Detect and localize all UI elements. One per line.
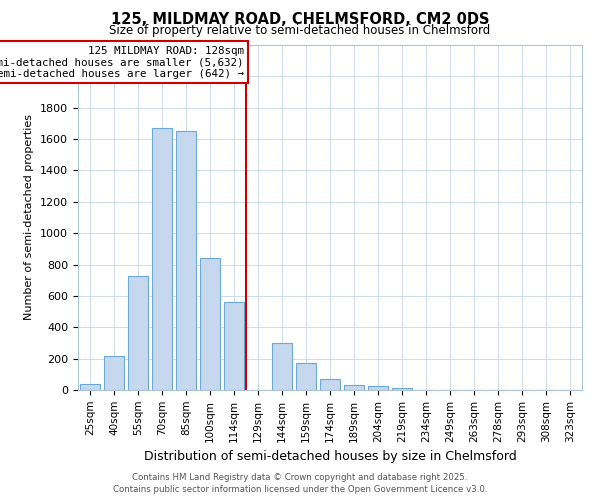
Bar — [272, 343, 292, 390]
Text: Contains HM Land Registry data © Crown copyright and database right 2025.
Contai: Contains HM Land Registry data © Crown c… — [113, 473, 487, 494]
Bar — [224, 302, 244, 390]
Bar — [344, 384, 364, 390]
Bar — [296, 362, 316, 390]
Text: 125 MILDMAY ROAD: 128sqm
← 89% of semi-detached houses are smaller (5,632)
10% o: 125 MILDMAY ROAD: 128sqm ← 89% of semi-d… — [0, 46, 244, 79]
Bar — [104, 356, 124, 390]
Bar — [368, 386, 388, 390]
Bar — [200, 258, 220, 390]
Bar — [176, 131, 196, 390]
Bar — [80, 384, 100, 390]
Bar — [392, 388, 412, 390]
Bar — [320, 379, 340, 390]
Text: Size of property relative to semi-detached houses in Chelmsford: Size of property relative to semi-detach… — [109, 24, 491, 37]
Bar — [128, 276, 148, 390]
X-axis label: Distribution of semi-detached houses by size in Chelmsford: Distribution of semi-detached houses by … — [143, 450, 517, 463]
Y-axis label: Number of semi-detached properties: Number of semi-detached properties — [25, 114, 34, 320]
Text: 125, MILDMAY ROAD, CHELMSFORD, CM2 0DS: 125, MILDMAY ROAD, CHELMSFORD, CM2 0DS — [111, 12, 489, 28]
Bar — [152, 128, 172, 390]
